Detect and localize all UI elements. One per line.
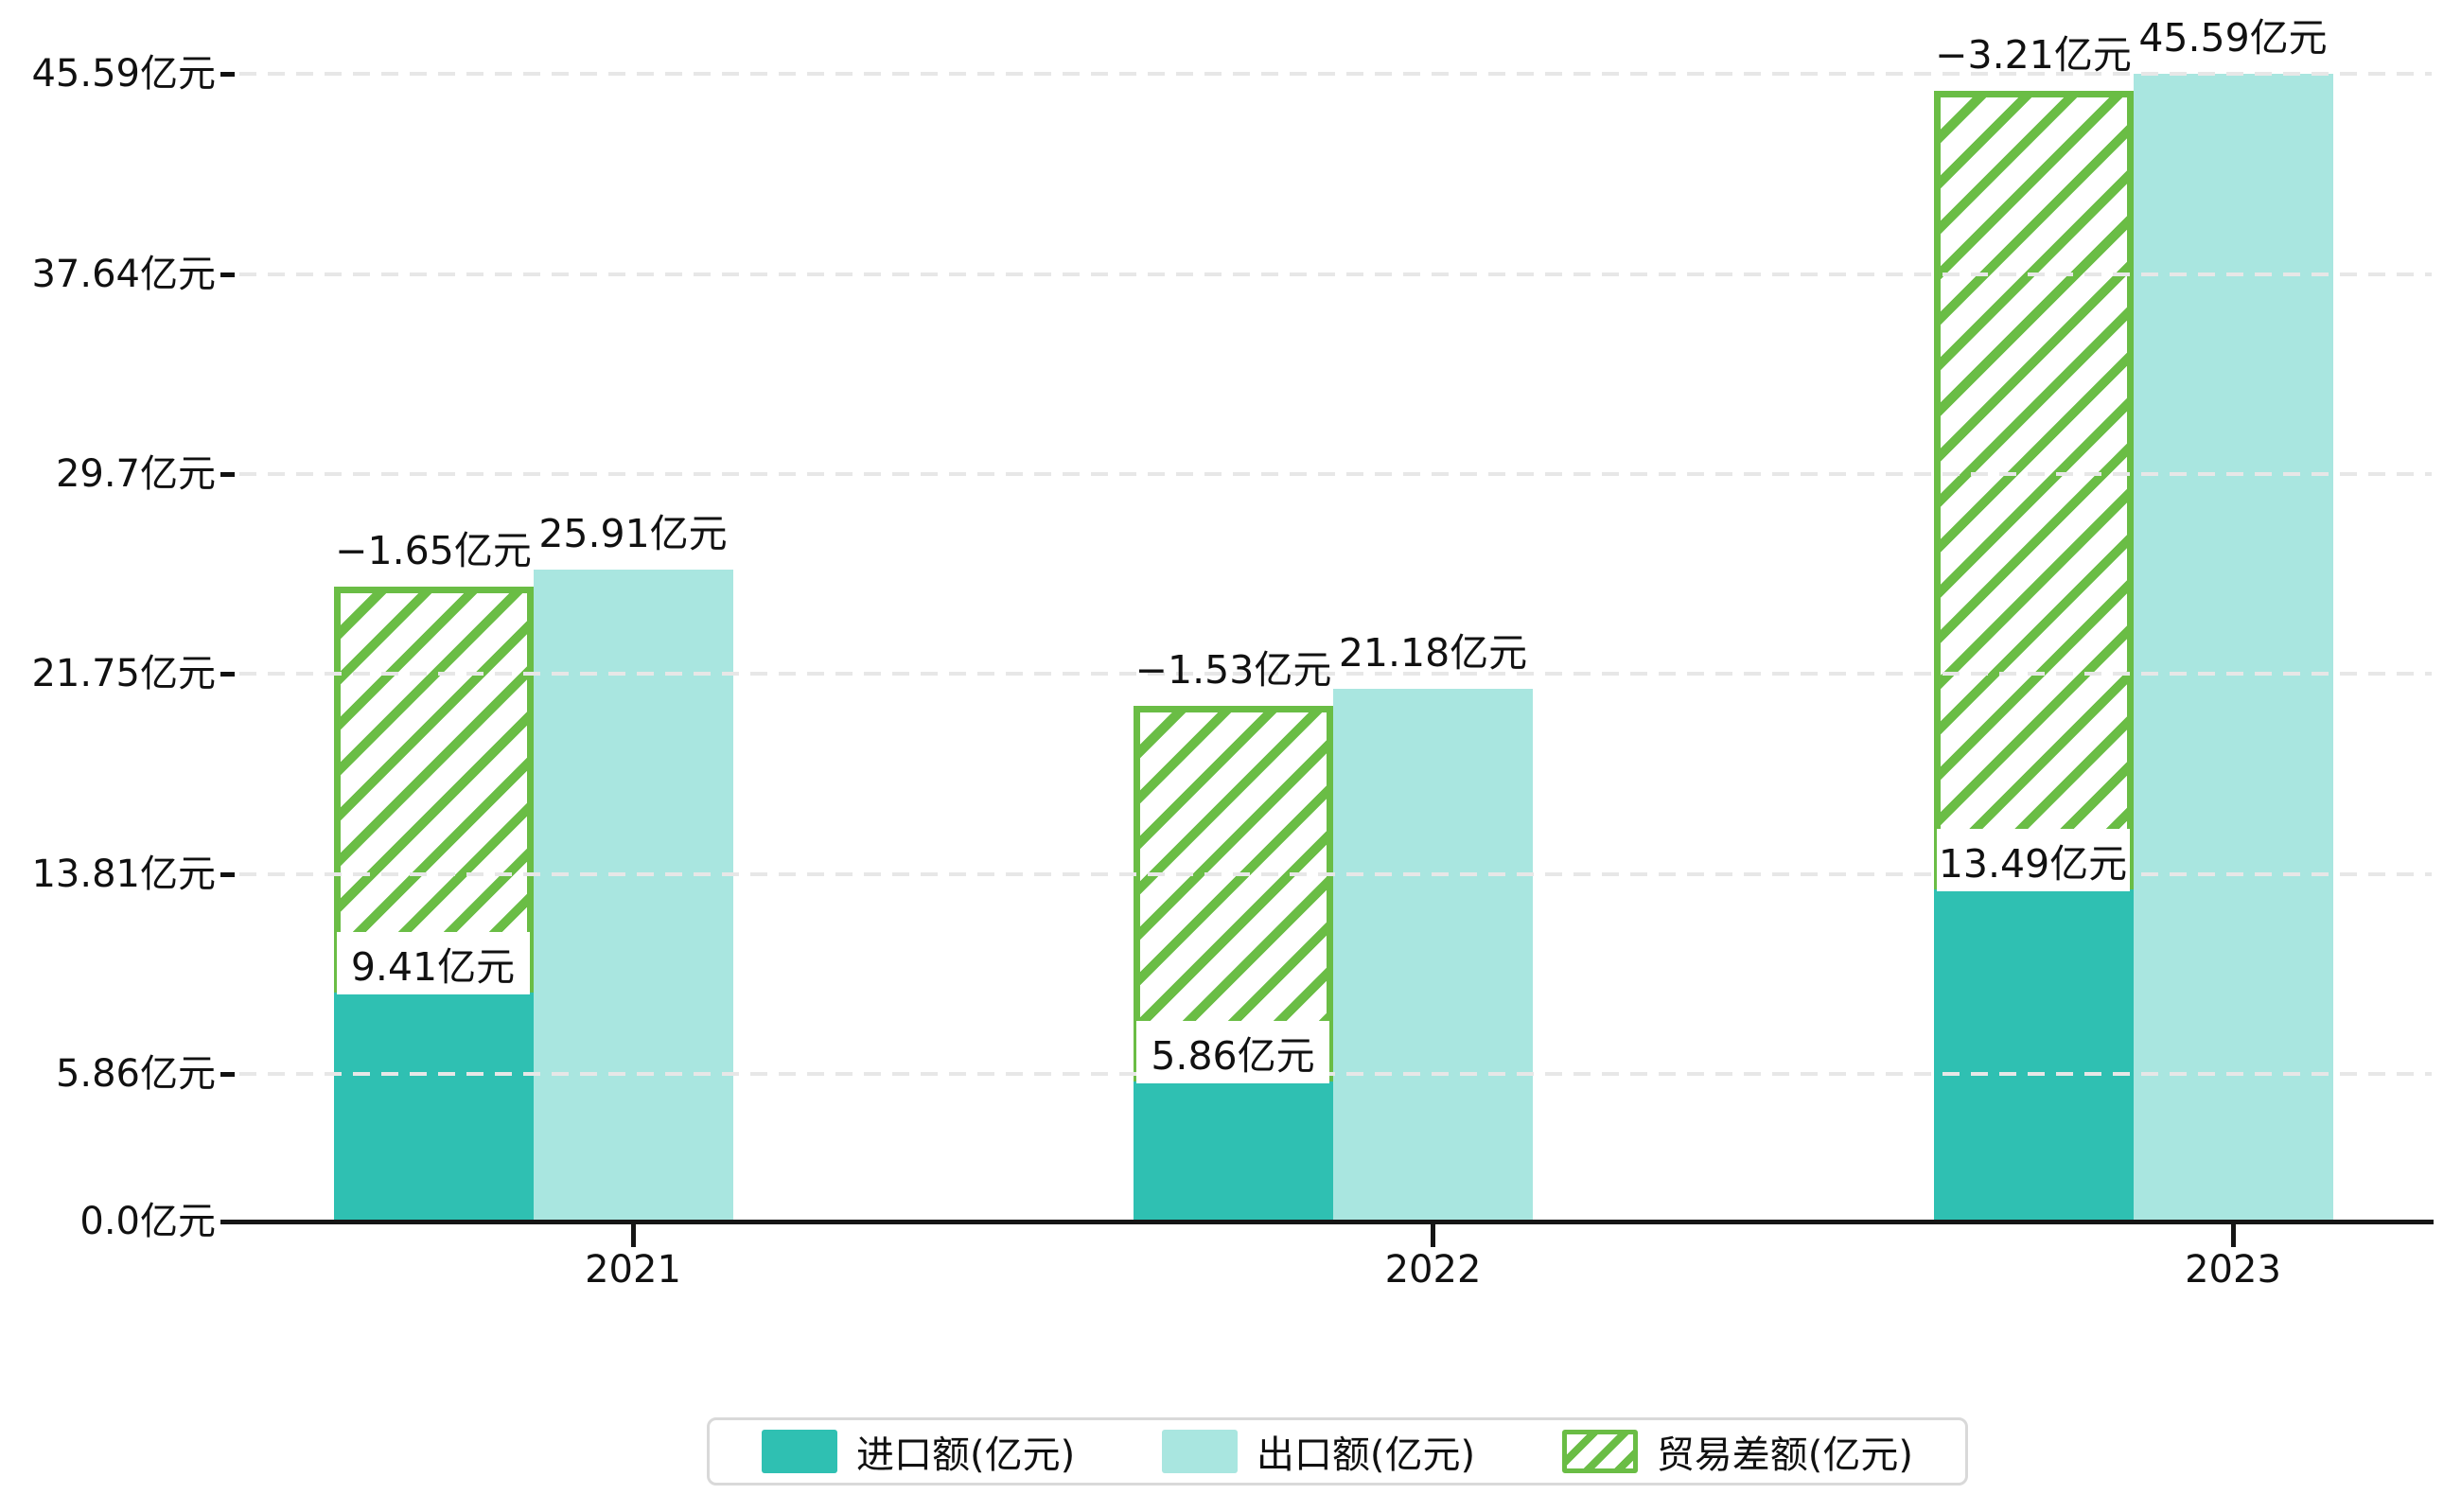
import-value-label-box: 9.41亿元 (336, 931, 530, 994)
import-value-label: 13.49亿元 (1938, 841, 2128, 888)
export-value-label: 45.59亿元 (2138, 15, 2328, 62)
gridline (239, 471, 2432, 476)
x-axis-tick-mark (1431, 1222, 1435, 1247)
y-axis-tick-label: 45.59亿元 (31, 52, 216, 97)
legend-label: 出口额(亿元) (1256, 1433, 1476, 1477)
gridline (239, 72, 2432, 77)
y-axis-tick-mark (220, 272, 235, 277)
trade-balance-value-label: −1.53亿元 (1134, 646, 1332, 693)
legend: 进口额(亿元) 出口额(亿元) 贸易差额(亿元) (707, 1417, 1968, 1486)
y-axis-tick-label: 0.0亿元 (79, 1200, 216, 1243)
x-axis-tick-mark (630, 1222, 636, 1247)
y-axis-tick-mark (220, 871, 235, 877)
legend-label: 贸易差额(亿元) (1656, 1433, 1913, 1477)
import-value-label-box: 13.49亿元 (1936, 829, 2130, 892)
y-axis-tick-mark (220, 672, 235, 677)
import-value-label: 5.86亿元 (1151, 1033, 1315, 1080)
y-axis-tick-label: 5.86亿元 (55, 1052, 216, 1097)
import-bar[interactable] (1134, 1074, 1333, 1222)
import-value-label-box: 5.86亿元 (1136, 1021, 1329, 1084)
y-axis-tick-label: 21.75亿元 (31, 652, 216, 696)
y-axis-tick-mark (220, 72, 235, 78)
export-value-label: 21.18亿元 (1338, 629, 1528, 676)
export-bar[interactable] (2133, 74, 2333, 1222)
import-bar[interactable] (1933, 882, 2134, 1222)
trade-balance-value-label: −3.21亿元 (1935, 32, 2132, 79)
y-axis-tick-label: 29.7亿元 (55, 451, 216, 496)
gridline (239, 1072, 2432, 1077)
x-axis-line (220, 1220, 2434, 1224)
export-bar[interactable] (1333, 688, 1533, 1222)
y-axis-tick-mark (220, 471, 235, 477)
gridline (239, 871, 2432, 876)
trade-balance-bar[interactable] (1933, 91, 2134, 890)
gridline (239, 272, 2432, 276)
import-value-label: 9.41亿元 (350, 943, 516, 990)
y-axis-tick-label: 37.64亿元 (31, 252, 216, 296)
x-axis-tick-mark (2230, 1222, 2236, 1247)
y-axis-tick-label: 13.81亿元 (31, 852, 216, 896)
import-swatch-icon (762, 1430, 837, 1473)
legend-item-import[interactable]: 进口额(亿元) (762, 1424, 1075, 1479)
trade-balance-swatch-icon (1561, 1430, 1638, 1473)
legend-item-export[interactable]: 出口额(亿元) (1161, 1424, 1476, 1479)
export-value-label: 25.91亿元 (538, 510, 728, 556)
export-bar[interactable] (533, 569, 733, 1222)
trade-balance-value-label: −1.65亿元 (335, 527, 532, 573)
x-axis-category-label: 2022 (1384, 1248, 1482, 1292)
trade-balance-bar[interactable] (1134, 705, 1333, 1082)
import-bar[interactable] (333, 984, 534, 1222)
y-axis-tick-mark (220, 1072, 235, 1078)
legend-label: 进口额(亿元) (856, 1433, 1076, 1477)
export-swatch-icon (1161, 1430, 1238, 1473)
x-axis-category-label: 2021 (585, 1248, 681, 1292)
gridline (239, 672, 2432, 677)
legend-item-trade-balance[interactable]: 贸易差额(亿元) (1561, 1424, 1913, 1479)
x-axis-category-label: 2023 (2185, 1248, 2281, 1292)
